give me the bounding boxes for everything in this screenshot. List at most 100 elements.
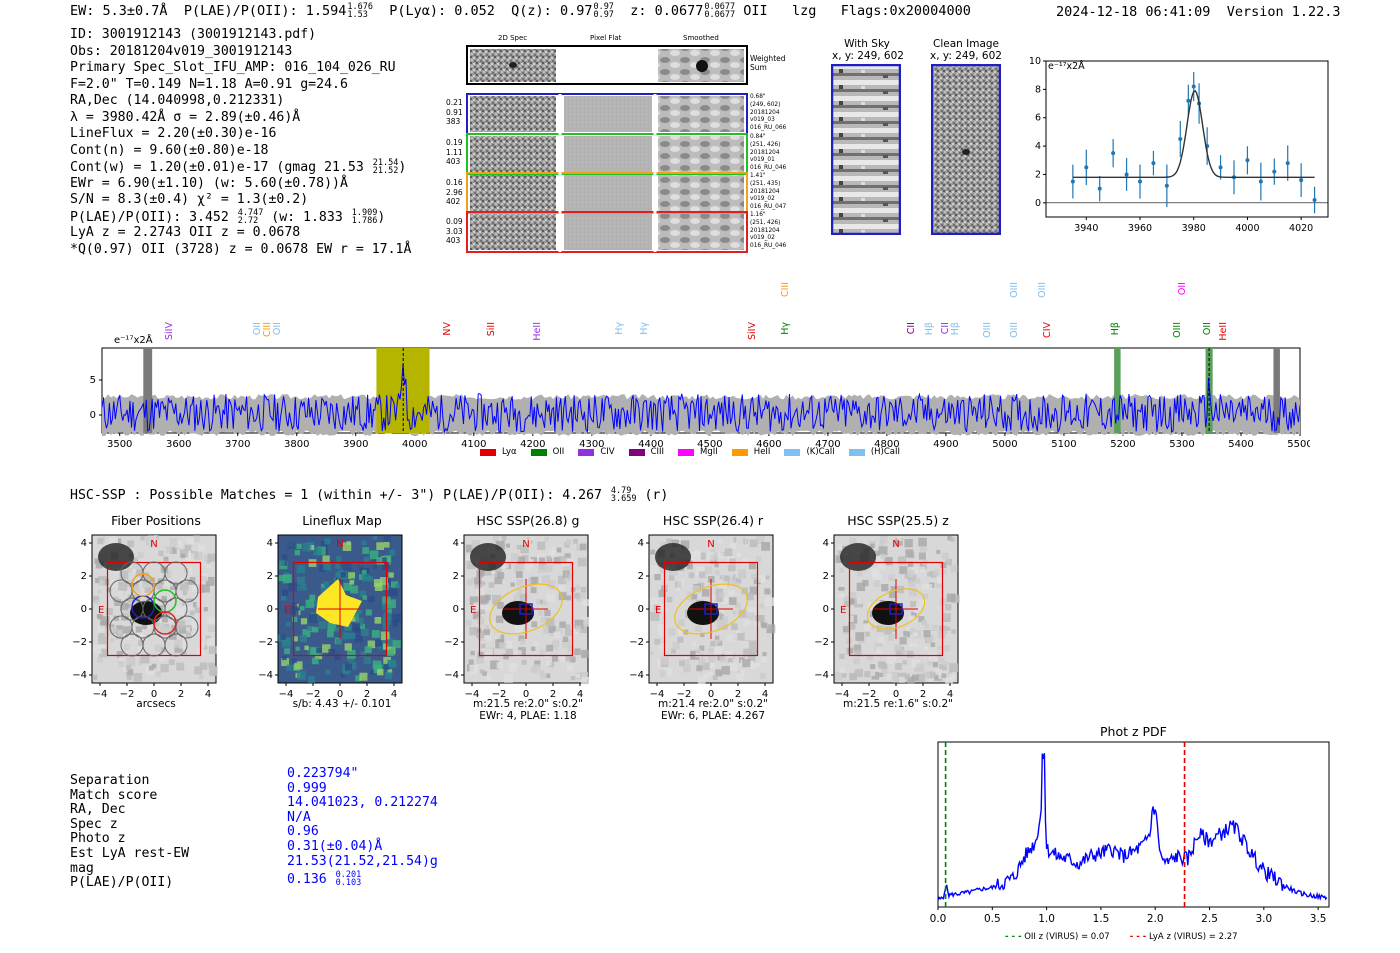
info-q-line: *Q(0.97) OII (3728) z = 0.0678 EW r = 17…: [70, 241, 412, 257]
x-tick-label: 0: [893, 689, 899, 700]
photz-marks: [937, 742, 1328, 907]
spectrum-line: [101, 364, 1301, 434]
x-tick-label: 4300: [579, 439, 604, 450]
compass-east: E: [840, 605, 846, 616]
x-tick-label: 4: [577, 689, 583, 700]
data-point: [1258, 179, 1263, 184]
spectral-line-label: CIII: [780, 282, 791, 298]
fit-curve: [1072, 89, 1315, 178]
y-tick-label: −4: [629, 670, 644, 681]
y-tick-label: 5: [90, 375, 96, 386]
spectral-line-label: SiIV: [164, 322, 175, 340]
hsc-panel-caption: arcsecs: [136, 698, 176, 710]
fiber-circle: [175, 579, 199, 603]
match-label-lya-ew: Est LyA rest-EW: [70, 845, 190, 861]
weighted-sum-label: Weighted Sum: [750, 54, 786, 72]
hsc-panel-title: Lineflux Map: [302, 513, 382, 528]
spectral-line-label: OIII: [1009, 282, 1020, 298]
hsc-panel-image: N E 4 2 0 −2 −4 −4 −2 0 2 4: [629, 534, 776, 700]
masked-band-right: [1273, 348, 1280, 433]
y-tick-label: 2: [823, 571, 829, 582]
x-tick-label: 2: [178, 689, 184, 700]
data-point: [1097, 186, 1102, 191]
header-bar: EW: 5.3±0.7Å P(LAE)/P(OII): 1.594 1.676 1.…: [70, 2, 971, 20]
match-values: 0.223794" 0.999 14.041023, 0.212274 N/A …: [287, 766, 438, 888]
spectral-line-label: Hγ: [639, 322, 650, 335]
spectral-line-label: OIII: [1037, 282, 1048, 298]
photz-plot: 0.0 0.5 1.0 1.5 2.0 2.5 3.0 3.5: [930, 741, 1330, 925]
spectral-line-label: OIII: [1009, 322, 1020, 338]
header-timestamp: 2024-12-18 06:41:09: [1056, 4, 1211, 20]
x-tick-label: 4800: [874, 439, 899, 450]
hsc-panel-caption: m:21.5 re:1.6" s:0.2": [843, 698, 953, 710]
fiber-circle: [164, 633, 188, 657]
hsc-panel-image: N E 4 2 0 −2 −4 −4 −2 0 2 4: [814, 534, 960, 700]
x-tick-label: −2: [306, 689, 321, 700]
data-point: [1299, 178, 1304, 183]
hsc-panel-image: N E 4 2 0 −2 −4 −4 −2 0 2 4: [258, 534, 403, 700]
x-tick-label: 3.0: [1255, 913, 1272, 925]
info-id: ID: 3001912143 (3001912143.pdf): [70, 27, 317, 42]
match-value-lya-ew: 0.31(±0.04)Å: [287, 838, 383, 854]
hsc-panel-title: HSC SSP(26.4) r: [662, 513, 764, 528]
spectral-line-label: OIII: [982, 322, 993, 338]
spectral-line-label: OII: [1177, 282, 1188, 296]
spectral-line-label: SiII: [486, 322, 497, 337]
match-value-radec: 14.041023, 0.212274: [287, 795, 438, 811]
match-label-separation: Separation: [70, 773, 150, 788]
data-point: [1084, 165, 1089, 170]
info-lineflux: LineFlux = 2.20(±0.30)e-16: [70, 126, 277, 141]
header-smoothed: Smoothed: [683, 34, 719, 42]
header-lzg: lzg: [792, 3, 817, 19]
x-tick-label: −4: [465, 689, 480, 700]
match-label-plae: P(LAE)/P(OII): [70, 875, 174, 891]
data-point: [1191, 84, 1196, 89]
fiber-spectra-panel: 2D Spec Pixel Flat Smoothed: [440, 32, 800, 254]
info-ewr: EWr = 6.90(±1.10) (w: 5.60(±0.78))Å: [70, 175, 348, 191]
bright-neighbor: [98, 543, 134, 571]
compass-east: E: [284, 605, 290, 616]
y-tick-label: 2: [1035, 169, 1041, 180]
match-value-score: 0.999: [287, 780, 327, 796]
compass-north: N: [707, 539, 714, 550]
bright-neighbor: [655, 543, 691, 571]
x-tick-label: 0: [708, 689, 714, 700]
data-point: [1124, 172, 1129, 177]
x-tick-label: 3700: [225, 439, 250, 450]
data-point: [1218, 165, 1223, 170]
match-labels: Separation Match score RA, Dec Spec z Ph…: [70, 773, 190, 891]
info-plae: P(LAE)/P(OII): 3.452 4.747 2.72 (w: 1.833…: [70, 207, 386, 226]
hsc-panel-image: N E 4 2 0 −2 −4 −4 −2 0 2 4: [444, 534, 590, 700]
hsc-title: HSC-SSP : Possible Matches = 1 (within +…: [70, 486, 669, 504]
line-fit-plot: 3940 3960 3980 4000 4020 0 2 4 6 8 10: [1030, 56, 1329, 234]
info-radec: RA,Dec (14.040998,0.212331): [70, 93, 285, 108]
aperture-box: [663, 561, 759, 657]
header-z-bounds: 0.0677 0.0677: [704, 2, 736, 20]
match-value-photoz: 0.96: [287, 824, 319, 840]
compass-east: E: [655, 605, 661, 616]
x-tick-label: 2: [920, 689, 926, 700]
data-point: [1151, 161, 1156, 166]
source-ellipse: [489, 583, 563, 635]
fiber-row-0: [466, 93, 748, 135]
source-ellipse: [866, 588, 926, 630]
x-tick-label: 0: [337, 689, 343, 700]
data-point: [1164, 183, 1169, 188]
y-tick-label: 0: [81, 604, 87, 615]
info-primary: Primary Spec_Slot_IFU_AMP: 016_104_026_R…: [70, 60, 396, 75]
line-fit-marks: [1046, 71, 1328, 214]
x-tick-label: 4020: [1289, 223, 1313, 234]
match-label-photoz: Photo z: [70, 831, 126, 847]
compass-north: N: [892, 539, 899, 550]
x-tick-label: 3940: [1074, 223, 1098, 234]
x-tick-label: −2: [862, 689, 877, 700]
y-tick-label: 0: [267, 604, 273, 615]
y-tick-label: 0: [823, 604, 829, 615]
legend-item: HeII: [731, 447, 770, 457]
x-tick-label: −4: [835, 689, 850, 700]
data-point: [1138, 179, 1142, 184]
legend-item: Lyα: [480, 447, 517, 457]
fiber-row-3-right: 1.16" (251, 426) 20181204 v019_02 016_RU_046: [750, 212, 787, 250]
header-z-line: OII: [743, 3, 768, 19]
x-tick-label: 4500: [697, 439, 722, 450]
